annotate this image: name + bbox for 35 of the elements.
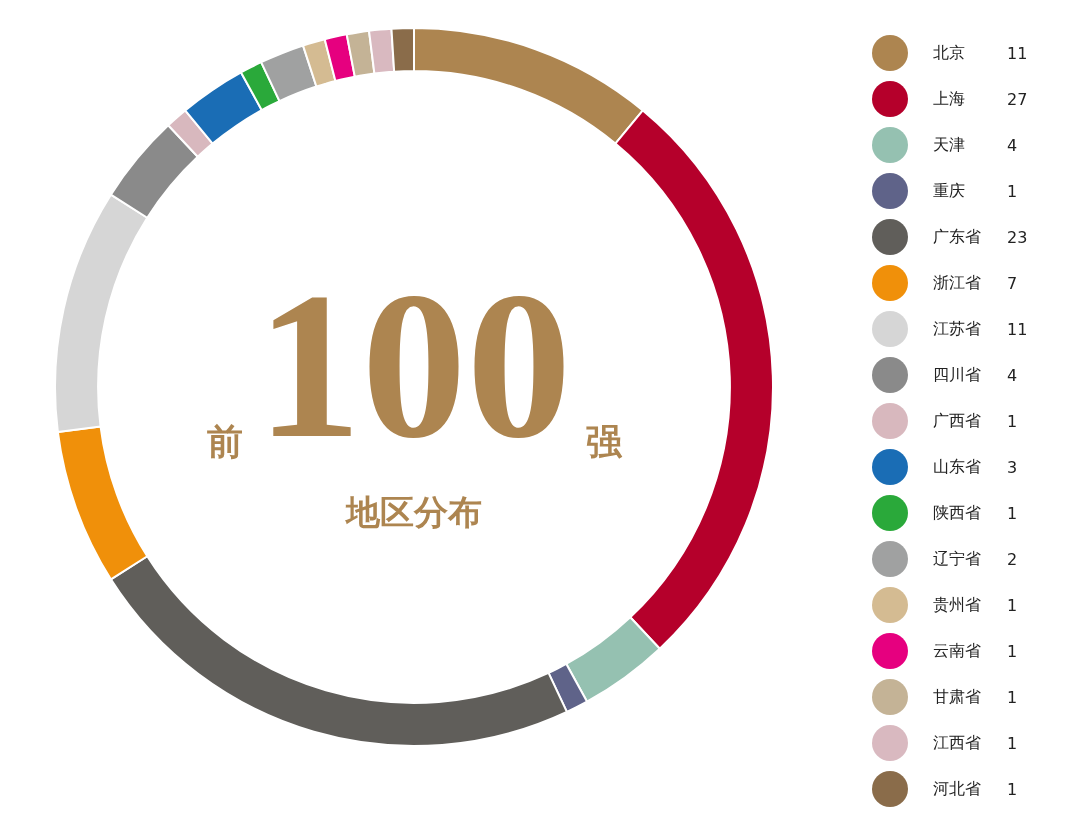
data-label: 1 <box>1007 779 1018 799</box>
legend-label: 辽宁省 <box>933 548 982 570</box>
legend-label: 北京 <box>933 42 966 64</box>
data-label: 1 <box>1007 641 1018 661</box>
data-label: 1 <box>1007 687 1018 707</box>
legend-label: 四川省 <box>933 364 982 386</box>
data-label: 27 <box>1007 89 1028 109</box>
legend-label: 天津 <box>933 134 966 156</box>
legend-label: 重庆 <box>933 180 966 202</box>
data-label: 1 <box>1007 181 1018 201</box>
data-label: 1 <box>1007 733 1018 753</box>
text: 地区分布 <box>344 491 483 534</box>
data-label: 23 <box>1007 227 1028 247</box>
legend-label: 上海 <box>933 88 966 110</box>
legend-label: 广西省 <box>933 410 982 432</box>
legend-label: 云南省 <box>933 640 982 662</box>
data-label: 4 <box>1007 135 1018 155</box>
legend-label: 河北省 <box>933 778 982 800</box>
data-label: 2 <box>1007 549 1018 569</box>
legend-label: 甘肃省 <box>933 686 982 708</box>
data-label: 1 <box>1007 595 1018 615</box>
legend-label: 山东省 <box>933 456 982 478</box>
legend-label: 陕西省 <box>933 502 982 524</box>
legend-label: 广东省 <box>933 226 982 248</box>
data-label: 4 <box>1007 365 1018 385</box>
legend-label: 江苏省 <box>933 318 982 340</box>
data-label: 1 <box>1007 503 1018 523</box>
legend-label: 江西省 <box>933 732 982 754</box>
data-label: 11 <box>1007 43 1028 63</box>
data-label: 7 <box>1007 273 1018 293</box>
data-label: 11 <box>1007 319 1028 339</box>
data-label: 3 <box>1007 457 1018 477</box>
legend-label: 浙江省 <box>933 272 982 294</box>
legend-label: 贵州省 <box>933 594 982 616</box>
data-label: 1 <box>1007 411 1018 431</box>
